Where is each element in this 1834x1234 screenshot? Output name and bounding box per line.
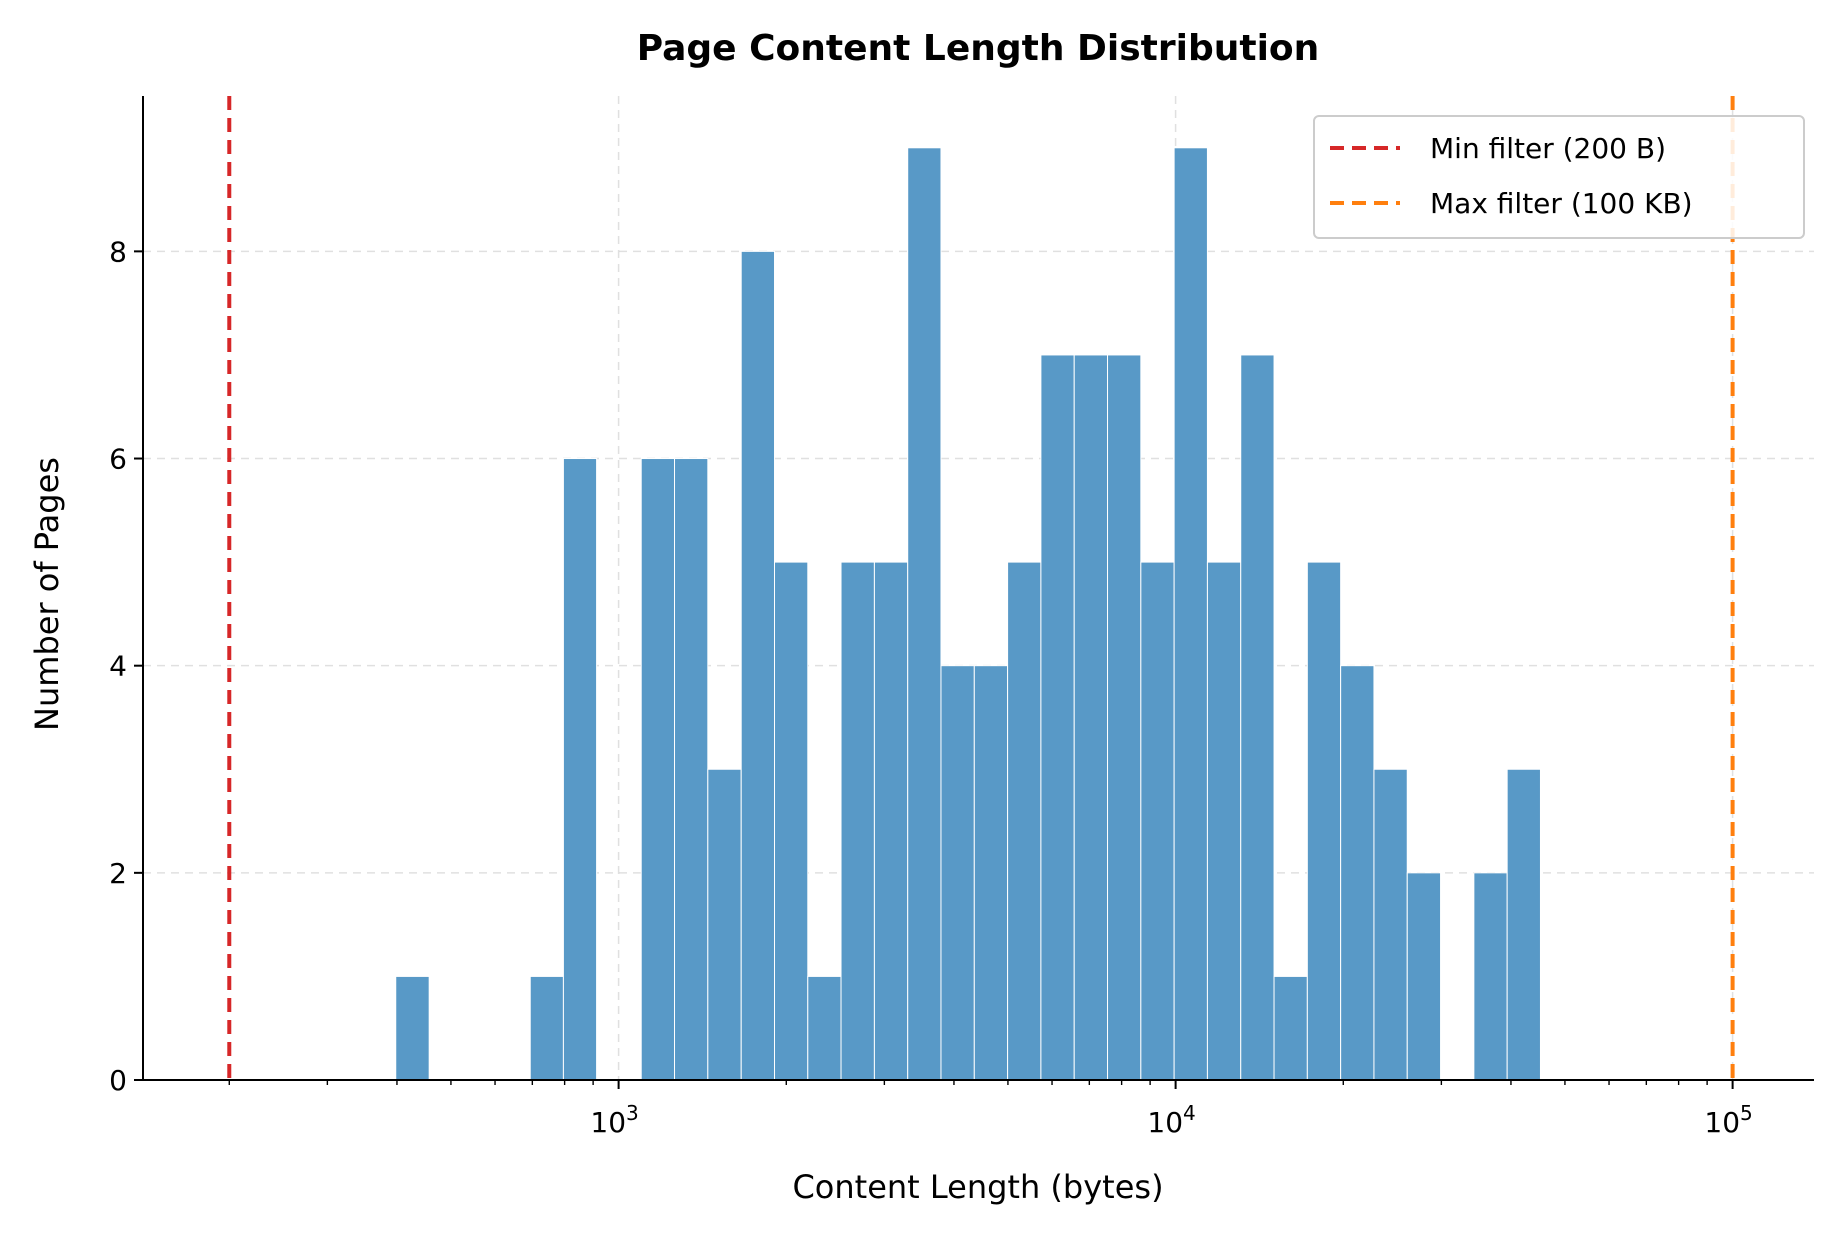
histogram-bar <box>907 147 942 1081</box>
histogram-bar <box>395 975 430 1081</box>
histogram-bar <box>973 665 1009 1081</box>
y-tick-label: 0 <box>109 1064 127 1097</box>
y-tick-label: 8 <box>109 235 127 268</box>
histogram-bar <box>529 975 564 1081</box>
histogram-bar <box>1340 665 1375 1081</box>
x-tick-label: 105 <box>1704 1101 1752 1139</box>
histogram-bar <box>1073 354 1109 1081</box>
histogram-bar <box>740 250 776 1081</box>
legend-label: Min filter (200 B) <box>1430 132 1666 165</box>
histogram-bar <box>807 975 842 1081</box>
histogram-bar <box>1506 768 1541 1081</box>
histogram-bar <box>1107 354 1142 1081</box>
histogram-bar <box>1206 561 1242 1081</box>
histogram-bar <box>674 458 709 1081</box>
x-tick-label: 104 <box>1147 1101 1195 1139</box>
y-tick-label: 4 <box>109 650 127 683</box>
y-tick-label: 6 <box>109 443 127 476</box>
chart-title: Page Content Length Distribution <box>637 28 1320 69</box>
histogram-bar <box>1406 872 1442 1081</box>
histogram-bar <box>1007 561 1042 1081</box>
histogram-bar <box>840 561 875 1081</box>
y-axis-label: Number of Pages <box>28 457 66 731</box>
legend-label: Max filter (100 KB) <box>1430 187 1693 220</box>
histogram-bar <box>1140 561 1175 1081</box>
reference-lines <box>227 96 1735 1080</box>
histogram-bar <box>1173 147 1208 1081</box>
histogram-bar <box>640 458 676 1081</box>
axes: 0 2 4 6 8 103 104 105 <box>109 96 1814 1139</box>
x-axis-label: Content Length (bytes) <box>792 1168 1163 1206</box>
x-tick-label: 103 <box>590 1101 638 1139</box>
bars <box>395 147 1541 1081</box>
histogram-bar <box>1373 768 1408 1081</box>
histogram-bar <box>1273 975 1308 1081</box>
histogram-bar <box>1306 561 1342 1081</box>
histogram-bar <box>1240 354 1275 1081</box>
legend-box <box>1313 115 1805 239</box>
histogram-bar <box>1040 354 1075 1081</box>
histogram-bar <box>707 768 742 1081</box>
histogram-bar <box>562 458 598 1081</box>
histogram-bar <box>940 665 975 1081</box>
legend: Min filter (200 B) Max filter (100 KB) <box>1313 115 1805 239</box>
histogram-bar <box>774 561 809 1081</box>
y-tick-label: 2 <box>109 857 127 890</box>
histogram-bar <box>873 561 909 1081</box>
histogram-bar <box>1473 872 1508 1081</box>
